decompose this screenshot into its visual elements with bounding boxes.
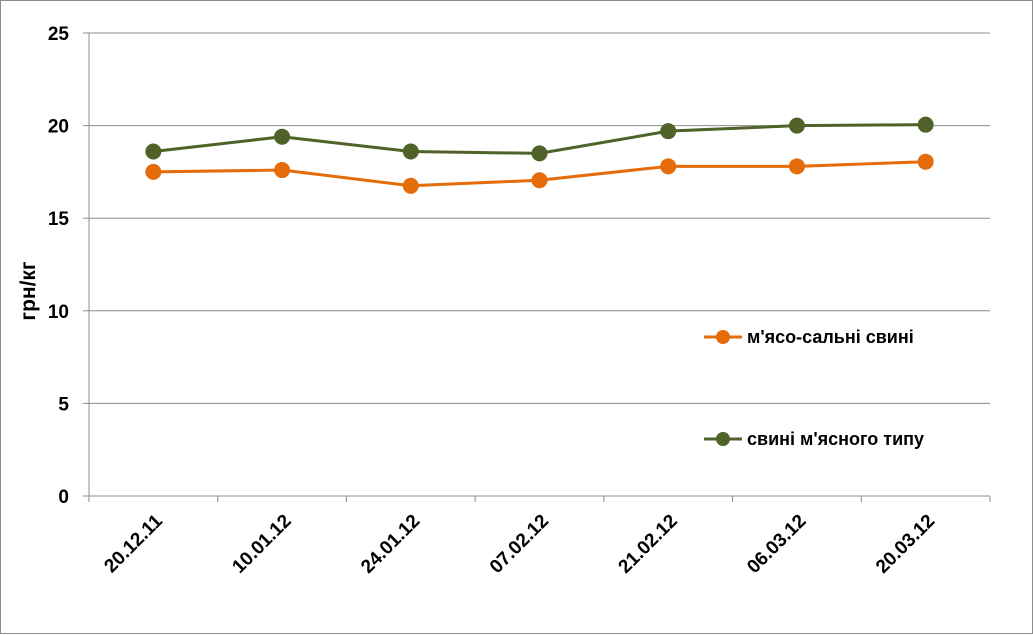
y-tick-label: 20 <box>48 117 69 138</box>
grid-lines <box>88 32 990 497</box>
legend-swatch-marker <box>716 432 730 446</box>
data-point <box>531 172 548 189</box>
x-tick-label: 20.12.11 <box>100 510 167 577</box>
data-point <box>145 143 162 160</box>
y-axis-ticks: 0 5 10 15 20 25 <box>48 24 89 508</box>
data-point <box>917 116 934 133</box>
legend: м'ясо-сальні свині свині м'ясного типу <box>704 327 924 449</box>
legend-swatch-marker <box>716 330 730 344</box>
x-tick-label: 21.02.12 <box>615 511 682 578</box>
y-axis-label: грн/кг <box>17 261 40 321</box>
legend-label: свині м'ясного типу <box>747 429 924 449</box>
x-tick-label: 10.01.12 <box>228 511 295 578</box>
data-point <box>660 123 677 140</box>
y-tick-label: 15 <box>48 209 70 230</box>
x-tick-label: 06.03.12 <box>743 511 810 578</box>
data-point <box>402 177 419 194</box>
data-point <box>274 128 291 145</box>
data-point <box>145 163 162 180</box>
data-point <box>531 145 548 162</box>
y-tick-label: 10 <box>48 302 69 323</box>
data-point <box>274 162 291 179</box>
series-lines <box>145 116 934 194</box>
y-tick-label: 0 <box>58 487 69 508</box>
y-tick-label: 25 <box>48 24 70 45</box>
data-point <box>788 158 805 175</box>
x-axis-ticks: 20.12.11 10.01.12 24.01.12 07.02.12 21.02.12… <box>88 496 991 578</box>
data-point <box>917 153 934 170</box>
data-point <box>788 117 805 134</box>
x-tick-label: 20.03.12 <box>872 511 939 578</box>
data-point <box>660 158 677 175</box>
x-tick-label: 24.01.12 <box>357 511 424 578</box>
data-point <box>402 143 419 160</box>
legend-label: м'ясо-сальні свині <box>747 327 914 347</box>
x-tick-label: 07.02.12 <box>486 511 553 578</box>
y-tick-label: 5 <box>58 394 69 415</box>
